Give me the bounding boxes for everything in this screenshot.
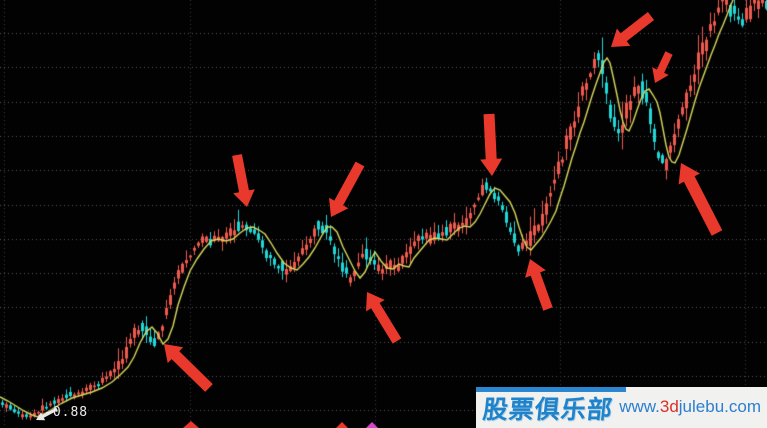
- watermark-blue-cap: [476, 387, 626, 392]
- watermark-url: www.3djulebu.com: [619, 397, 761, 417]
- watermark-brand-text: 股票俱乐部: [481, 396, 615, 424]
- watermark-url-www: www.: [619, 397, 660, 416]
- watermark-banner: 股票俱乐部 www.3djulebu.com: [476, 387, 767, 428]
- low-value-label: -0.88: [44, 405, 89, 420]
- watermark-url-domain: julebu.com: [678, 397, 761, 416]
- watermark-url-3d: 3d: [659, 397, 679, 416]
